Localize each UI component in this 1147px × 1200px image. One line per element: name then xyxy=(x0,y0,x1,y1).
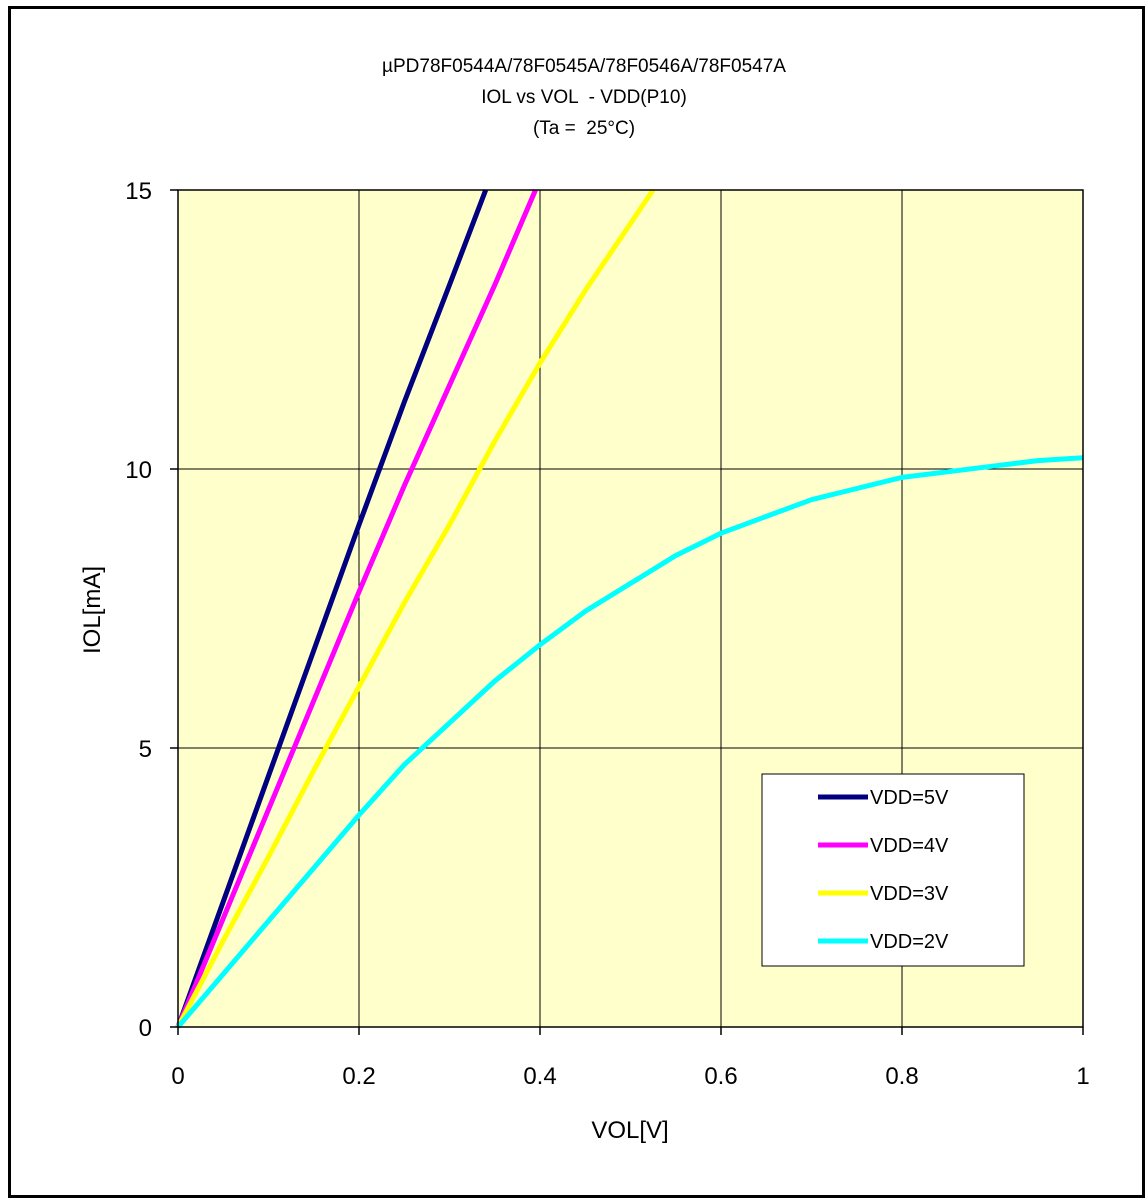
y-tick-label: 0 xyxy=(139,1015,152,1042)
legend-label: VDD=2V xyxy=(870,931,949,953)
axis-ticks xyxy=(170,189,1084,1035)
y-tick-label: 5 xyxy=(139,736,152,763)
x-tick-label: 0 xyxy=(171,1063,184,1090)
x-tick-label: 0.6 xyxy=(704,1063,737,1090)
plot-border xyxy=(177,189,1084,1028)
chart-title-line-1: µPD78F0544A/78F0545A/78F0546A/78F0547A xyxy=(382,56,786,77)
series-line-vdd-4v xyxy=(175,189,538,1028)
x-tick-label: 0.4 xyxy=(523,1063,556,1090)
legend-label: VDD=3V xyxy=(870,883,949,905)
data-series xyxy=(175,188,1084,1029)
x-tick-label: 0.2 xyxy=(342,1063,375,1090)
series-line-vdd-3v xyxy=(175,188,656,1029)
series-line-vdd-2v xyxy=(176,455,1084,1029)
legend: VDD=5V VDD=4V VDD=3V VDD=2V xyxy=(761,773,1025,967)
x-tick-label: 0.8 xyxy=(885,1063,918,1090)
legend-label: VDD=4V xyxy=(870,835,949,857)
chart-title-line-3: (Ta = 25°C) xyxy=(533,118,635,139)
legend-label: VDD=5V xyxy=(870,787,949,809)
chart-title: µPD78F0544A/78F0545A/78F0546A/78F0547A I… xyxy=(382,56,786,139)
legend-box xyxy=(761,773,1025,967)
y-tick-label: 15 xyxy=(125,178,152,205)
series-line-vdd-5v xyxy=(175,189,489,1028)
x-axis-label: VOL[V] xyxy=(591,1117,668,1144)
y-axis-label: IOL[mA] xyxy=(79,566,106,654)
chart-title-line-2: IOL vs VOL - VDD(P10) xyxy=(481,87,687,108)
y-tick-label: 10 xyxy=(125,457,152,484)
x-tick-label: 1 xyxy=(1076,1063,1089,1090)
